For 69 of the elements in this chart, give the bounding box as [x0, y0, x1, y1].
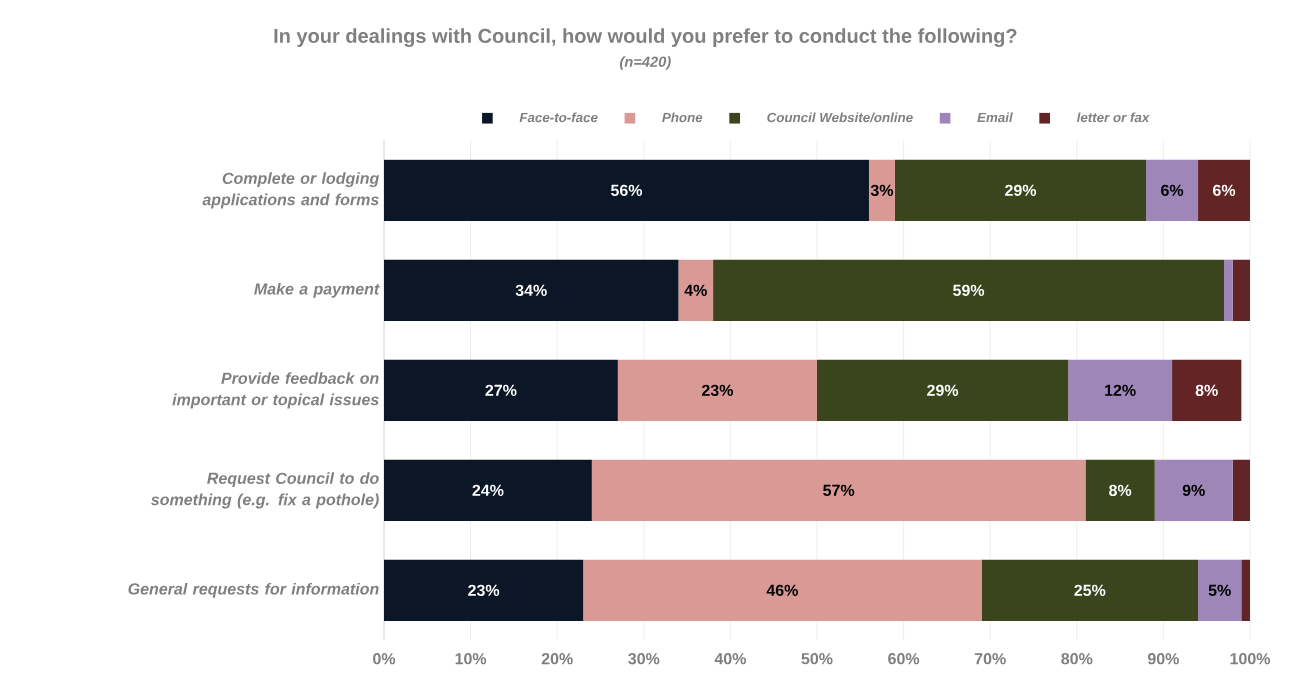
legend-label: Phone — [662, 112, 703, 123]
data-label: 56% — [610, 184, 643, 196]
data-label: 9% — [1182, 484, 1205, 496]
bar — [894, 159, 1147, 221]
legend-label: Council Website/online — [767, 112, 913, 123]
data-label: 59% — [953, 284, 985, 296]
chart-title: In your dealings with Council, how would you prefer to conduct the following? — [274, 28, 1017, 48]
legend-label: Face-to-face — [519, 112, 598, 123]
data-label: 34% — [515, 284, 547, 296]
bar — [617, 359, 817, 421]
bar — [591, 459, 1086, 521]
legend-label: letter or fax — [1076, 112, 1150, 123]
data-label: 25% — [1074, 584, 1106, 596]
bar — [1198, 559, 1242, 621]
legend-label: Email — [977, 112, 1013, 123]
data-label: 46% — [766, 584, 798, 596]
bar — [1154, 459, 1233, 521]
x-tick-label: 90% — [1147, 653, 1179, 665]
bar — [713, 259, 1225, 321]
x-tick-label: 80% — [1061, 653, 1093, 665]
y-tick-label: Complete or lodging applications and forms — [202, 172, 380, 209]
data-label: 24% — [472, 484, 504, 496]
data-label: 5% — [1208, 584, 1231, 596]
chart-subtitle: (n=420) — [619, 56, 671, 70]
bar — [1232, 259, 1250, 321]
data-label: 23% — [468, 584, 500, 596]
bar — [678, 259, 714, 321]
bar — [384, 559, 584, 621]
bar — [981, 559, 1199, 621]
x-tick-label: 10% — [455, 653, 487, 665]
data-label: 8% — [1109, 484, 1132, 496]
data-label: 29% — [927, 384, 959, 396]
data-label: 23% — [701, 384, 733, 396]
y-tick-label: Request Council to do something (e.g. fix a pothole) — [151, 472, 379, 509]
bar — [817, 359, 1069, 421]
bar — [1241, 559, 1250, 621]
y-tick-label: Provide feedback on important or topical issues — [172, 372, 379, 409]
data-label: 12% — [1105, 384, 1136, 396]
bar — [1068, 359, 1173, 421]
data-label: 57% — [823, 484, 855, 496]
x-tick-label: 70% — [974, 653, 1006, 665]
bar — [384, 359, 618, 421]
data-label: 3% — [870, 184, 894, 196]
bar — [868, 159, 895, 221]
y-tick-label: General requests for information — [128, 582, 379, 598]
data-label: 6% — [1161, 184, 1184, 196]
x-tick-label: 100% — [1230, 653, 1271, 665]
bar — [384, 159, 869, 221]
bar — [384, 459, 592, 521]
data-label: 4% — [684, 284, 707, 296]
x-tick-label: 60% — [888, 653, 920, 665]
bar — [384, 259, 679, 321]
x-tick-label: 40% — [714, 653, 746, 665]
bar — [1224, 259, 1233, 321]
x-tick-label: 50% — [801, 653, 833, 665]
data-label: 8% — [1195, 384, 1218, 396]
bar — [1172, 359, 1242, 421]
data-label: 6% — [1213, 184, 1236, 196]
bar — [583, 559, 982, 621]
bar — [1146, 159, 1199, 221]
data-label: 27% — [485, 384, 517, 396]
x-tick-label: 30% — [628, 653, 660, 665]
bar — [1232, 459, 1250, 521]
x-tick-label: 0% — [373, 653, 396, 665]
data-label: 29% — [1005, 184, 1037, 196]
bar — [1085, 459, 1155, 521]
bar — [1198, 159, 1250, 221]
y-tick-label: Make a payment — [254, 282, 380, 298]
x-tick-label: 20% — [541, 653, 573, 665]
